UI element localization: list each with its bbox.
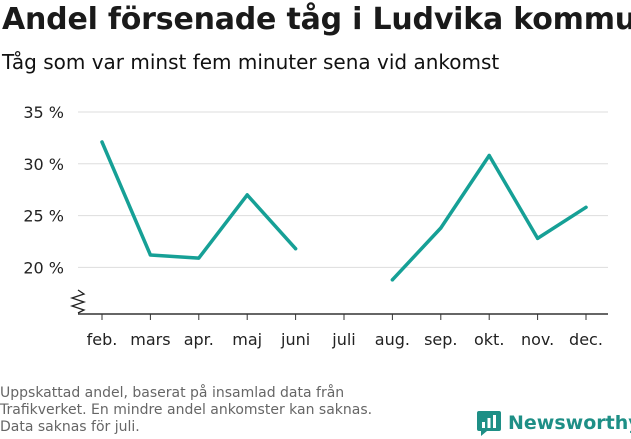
data-point — [197, 256, 201, 260]
footnote-line: Uppskattad andel, baserat på insamlad da… — [0, 385, 345, 401]
footnote-line: Data saknas för juli. — [0, 419, 140, 435]
brand-logo: Newsworthy — [476, 408, 631, 438]
y-tick-label: 25 % — [23, 207, 64, 226]
grid-lines — [78, 111, 608, 268]
chart-title: Andel försenade tåg i Ludvika kommun — [2, 2, 631, 37]
axis-break-icon — [69, 289, 87, 314]
data-point — [584, 205, 588, 209]
x-tick-label: mars — [130, 330, 170, 349]
x-tick-label: maj — [232, 330, 262, 349]
data-point — [245, 193, 249, 197]
x-tick-label: juni — [280, 330, 310, 349]
x-tick-label: feb. — [87, 330, 118, 349]
data-point — [487, 153, 491, 158]
newsworthy-chart-icon — [477, 411, 501, 436]
series-line — [100, 140, 298, 260]
x-tick-label: aug. — [375, 330, 410, 349]
data-point — [390, 278, 394, 282]
y-tick-label: 20 % — [23, 258, 64, 277]
footnote: Uppskattad andel, baserat på insamlad da… — [0, 385, 440, 436]
series-line — [390, 153, 588, 282]
x-tick-label: juli — [331, 330, 355, 349]
y-tick-label: 30 % — [23, 155, 64, 174]
x-axis — [69, 289, 608, 320]
x-tick-label: okt. — [474, 330, 504, 349]
x-tick-label: sep. — [424, 330, 457, 349]
x-tick-label: nov. — [521, 330, 554, 349]
line-chart: 20 % 25 % 30 % 35 % feb. mars apr. maj juni juli… — [23, 103, 608, 349]
y-tick-label: 35 % — [23, 103, 64, 122]
x-tick-label: dec. — [569, 330, 603, 349]
data-point — [439, 226, 443, 230]
series-lines — [100, 140, 588, 282]
y-axis-tick-labels: 20 % 25 % 30 % 35 % — [23, 103, 64, 277]
data-point — [294, 247, 298, 251]
x-tick-label: apr. — [184, 330, 214, 349]
footnote-line: Trafikverket. En mindre andel ankomster … — [0, 402, 373, 418]
data-point — [148, 253, 152, 257]
brand-name: Newsworthy — [508, 412, 631, 434]
chart-subtitle: Tåg som var minst fem minuter sena vid a… — [2, 50, 500, 74]
x-axis-tick-labels: feb. mars apr. maj juni juli aug. sep. okt. nov. d… — [87, 330, 603, 349]
data-point — [536, 236, 540, 240]
data-point — [100, 140, 104, 144]
